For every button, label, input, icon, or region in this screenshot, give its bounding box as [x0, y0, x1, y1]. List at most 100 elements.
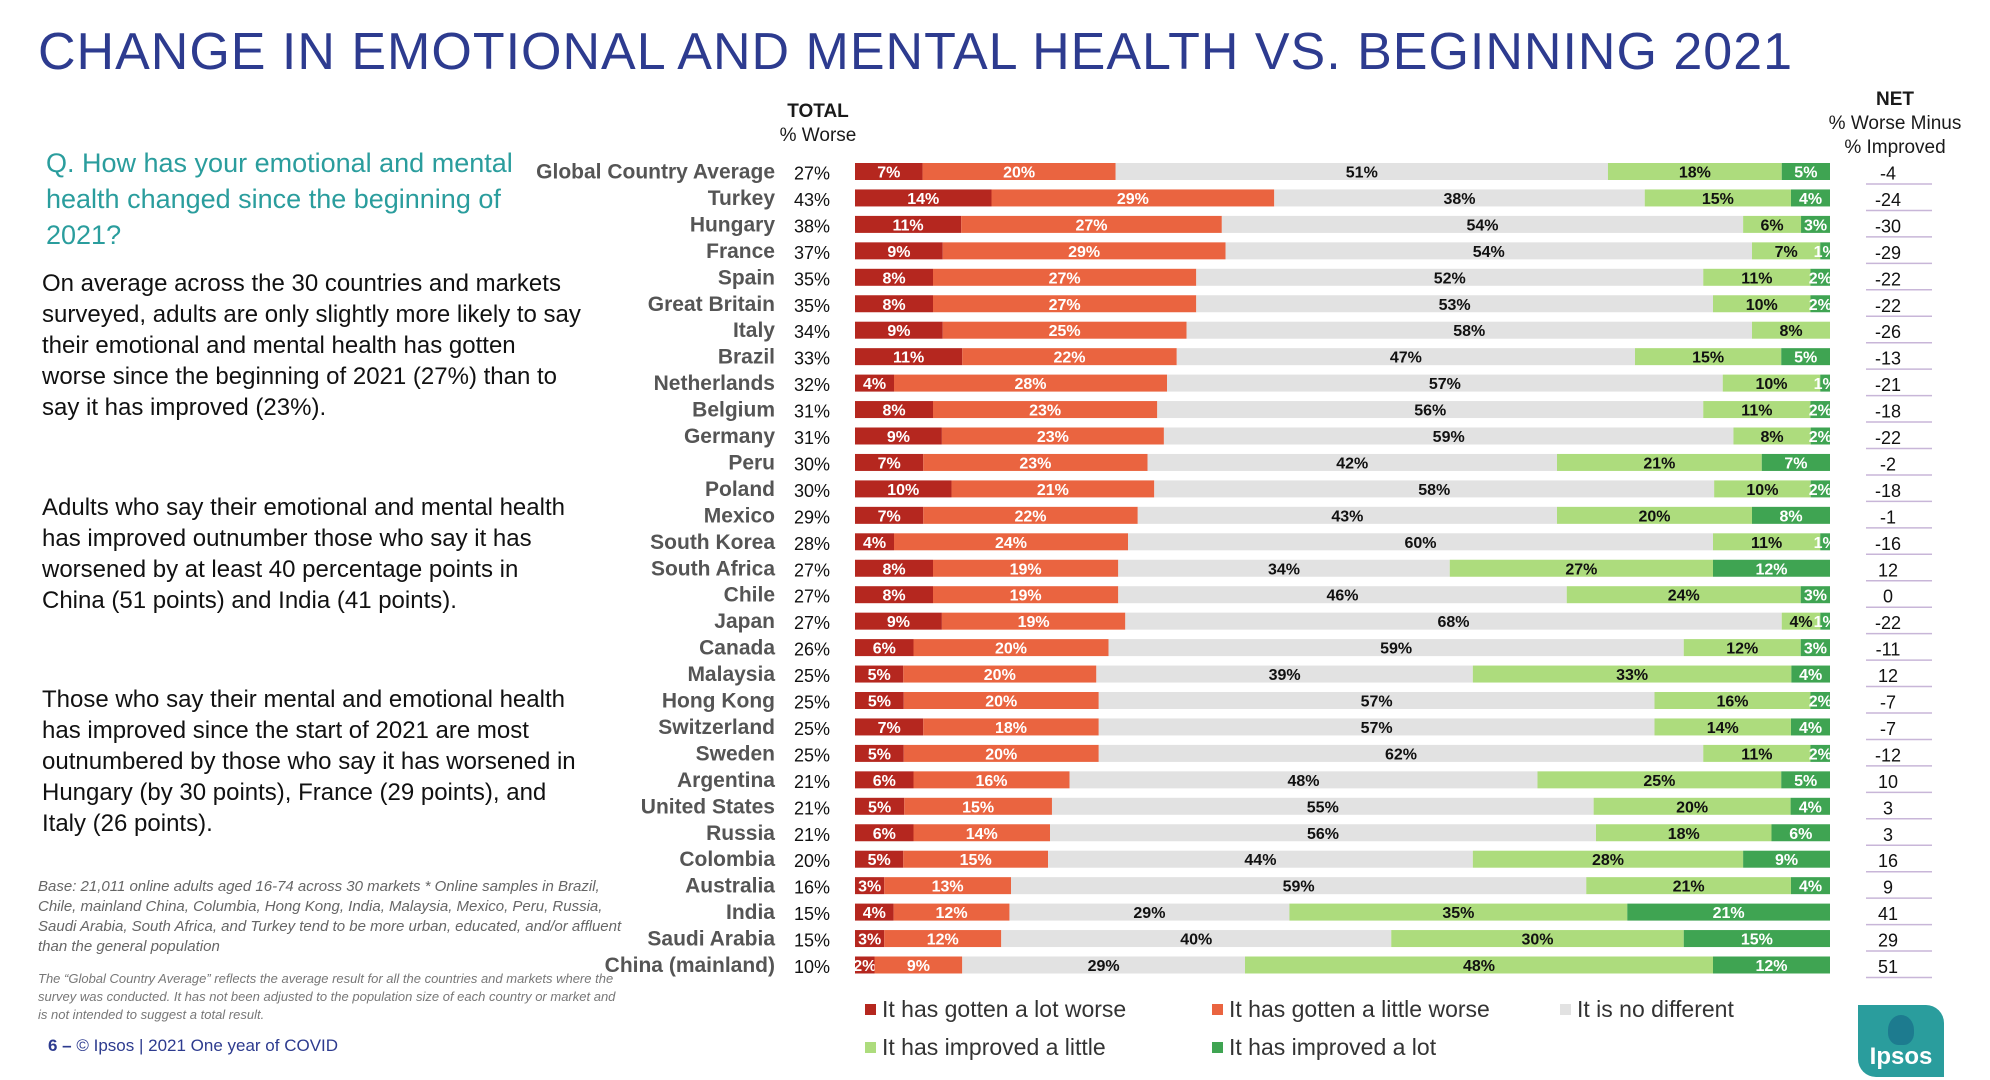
data-label-no-different: 29%	[1133, 905, 1165, 922]
data-label-little-worse: 12%	[927, 932, 959, 949]
data-label-improved-lot: 7%	[1784, 455, 1807, 472]
data-label-lot-worse: 9%	[887, 429, 910, 446]
category-label: Canada	[699, 637, 775, 660]
bar-segment-lot-worse	[855, 321, 943, 339]
bar-segment-little-worse	[922, 163, 1116, 180]
bar-segment-improved-lot	[1820, 374, 1830, 392]
data-label-improved-lot: 5%	[1794, 773, 1817, 790]
bar-segment-improved-little	[1449, 559, 1713, 577]
bar-segment-little-worse	[942, 321, 1187, 339]
total-worse-value: 10%	[794, 957, 830, 977]
data-label-no-different: 56%	[1307, 826, 1339, 843]
total-worse-value: 25%	[794, 745, 830, 765]
legend-swatch	[1560, 1004, 1571, 1015]
category-label: India	[726, 901, 775, 924]
bar-segment-little-worse	[941, 427, 1164, 445]
data-label-improved-little: 21%	[1643, 455, 1675, 472]
data-label-little-worse: 20%	[985, 694, 1017, 711]
bar-segment-improved-lot	[1752, 506, 1830, 524]
category-label: Switzerland	[658, 716, 775, 739]
data-label-no-different: 58%	[1418, 482, 1450, 499]
data-label-lot-worse: 10%	[887, 482, 919, 499]
data-label-no-different: 34%	[1268, 561, 1300, 578]
net-value: 10	[1878, 772, 1898, 792]
bar-segment-little-worse	[923, 453, 1148, 471]
data-label-little-worse: 20%	[1003, 165, 1035, 182]
bar-segment-little-worse	[904, 797, 1052, 815]
bar-segment-improved-little	[1683, 639, 1801, 657]
category-label: Chile	[724, 584, 775, 607]
bar-segment-no-different	[1186, 321, 1752, 339]
bar-segment-little-worse	[884, 877, 1011, 895]
data-label-lot-worse: 9%	[887, 244, 910, 261]
data-label-lot-worse: 4%	[863, 535, 886, 552]
data-label-lot-worse: 8%	[882, 561, 905, 578]
data-label-little-worse: 29%	[1068, 244, 1100, 261]
data-label-no-different: 46%	[1326, 588, 1358, 605]
data-label-improved-little: 21%	[1673, 879, 1705, 896]
bar-segment-no-different	[1118, 559, 1450, 577]
bar-segment-lot-worse	[855, 348, 963, 366]
data-label-little-worse: 22%	[1053, 350, 1085, 367]
data-label-little-worse: 19%	[1018, 614, 1050, 631]
data-label-lot-worse: 14%	[907, 191, 939, 208]
bar-segment-no-different	[1050, 824, 1596, 842]
data-label-improved-lot: 21%	[1713, 905, 1745, 922]
copyright-text: © Ipsos | 2021 One year of COVID	[76, 1036, 339, 1055]
bar-segment-improved-lot	[1791, 665, 1830, 683]
data-label-improved-little: 11%	[1741, 746, 1772, 763]
total-worse-value: 25%	[794, 693, 830, 713]
category-label: Belgium	[692, 399, 775, 422]
data-label-no-different: 55%	[1307, 799, 1339, 816]
category-label: Sweden	[696, 742, 775, 765]
bar-segment-lot-worse	[855, 295, 933, 313]
category-label: Hungary	[690, 213, 776, 236]
data-label-improved-lot: 1%	[1814, 614, 1837, 631]
total-worse-value: 15%	[794, 931, 830, 951]
data-label-improved-little: 10%	[1755, 376, 1787, 393]
bar-segment-no-different	[1196, 295, 1713, 313]
data-label-no-different: 59%	[1283, 879, 1315, 896]
bar-segment-improved-little	[1472, 665, 1792, 683]
bar-segment-improved-lot	[1713, 956, 1830, 974]
total-worse-value: 28%	[794, 534, 830, 554]
bar-segment-lot-worse	[855, 771, 914, 789]
bar-segment-little-worse	[933, 295, 1197, 313]
category-label: Hong Kong	[662, 690, 775, 713]
bar-segment-improved-lot	[1810, 295, 1830, 313]
bar-segment-improved-little	[1654, 692, 1811, 709]
bar-segment-no-different	[1098, 718, 1655, 736]
bar-segment-lot-worse	[855, 374, 894, 392]
data-label-no-different: 52%	[1434, 270, 1466, 287]
bar-segment-lot-worse	[855, 956, 875, 974]
legend-item-improved-little: It has improved a little	[865, 1034, 1106, 1061]
data-label-lot-worse: 8%	[882, 403, 905, 420]
bar-segment-no-different	[1167, 374, 1723, 392]
bar-segment-improved-lot	[1781, 348, 1830, 366]
data-label-little-worse: 20%	[984, 667, 1016, 684]
data-label-improved-little: 24%	[1668, 588, 1700, 605]
legend-label: It is no different	[1577, 996, 1734, 1022]
data-label-no-different: 59%	[1433, 429, 1465, 446]
data-label-little-worse: 27%	[1049, 270, 1081, 287]
data-label-no-different: 29%	[1088, 958, 1120, 975]
data-label-improved-lot: 5%	[1794, 165, 1817, 182]
data-label-improved-little: 11%	[1751, 535, 1782, 552]
category-label: Spain	[718, 266, 775, 289]
category-label: Global Country Average	[536, 161, 775, 184]
net-value: -7	[1880, 719, 1896, 739]
bar-segment-lot-worse	[855, 533, 894, 551]
category-label: Colombia	[679, 848, 775, 871]
page-title: CHANGE IN EMOTIONAL AND MENTAL HEALTH VS…	[38, 23, 1794, 81]
data-label-lot-worse: 6%	[873, 641, 896, 658]
net-value: 3	[1883, 825, 1893, 845]
category-label: South Africa	[651, 557, 775, 580]
bar-segment-little-worse	[991, 189, 1275, 207]
data-label-no-different: 62%	[1385, 746, 1417, 763]
bar-segment-little-worse	[913, 771, 1070, 789]
data-label-improved-lot: 4%	[1799, 667, 1822, 684]
legend-label: It has gotten a little worse	[1229, 996, 1490, 1022]
bar-segment-little-worse	[962, 348, 1177, 366]
bar-segment-lot-worse	[855, 215, 962, 233]
net-value: -29	[1875, 243, 1901, 263]
